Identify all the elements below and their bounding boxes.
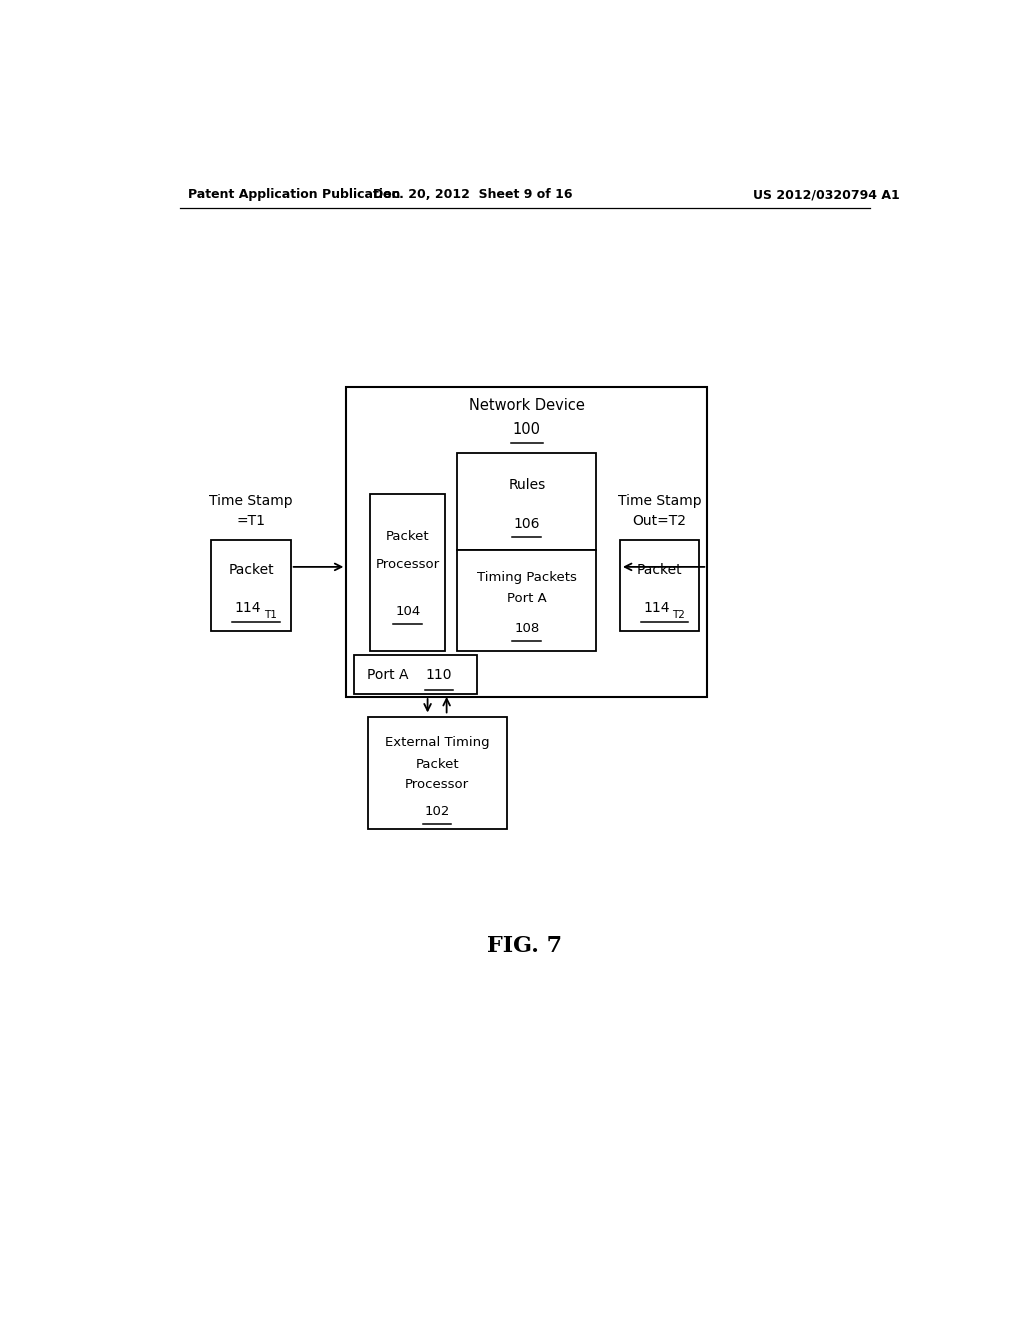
Bar [346,387,708,697]
Text: Patent Application Publication: Patent Application Publication [187,189,400,202]
Text: 102: 102 [424,805,450,818]
Text: Packet: Packet [228,562,273,577]
Text: Dec. 20, 2012  Sheet 9 of 16: Dec. 20, 2012 Sheet 9 of 16 [374,189,573,202]
Bar [211,540,291,631]
Text: FIG. 7: FIG. 7 [487,935,562,957]
Text: 108: 108 [514,623,540,635]
Text: 114: 114 [234,601,261,615]
Text: 106: 106 [513,516,540,531]
Text: Time Stamp: Time Stamp [617,494,701,508]
Bar [458,549,596,651]
Text: Packet: Packet [637,562,683,577]
Text: Network Device: Network Device [469,397,585,413]
Text: 100: 100 [513,422,541,437]
Text: US 2012/0320794 A1: US 2012/0320794 A1 [753,189,900,202]
Bar [620,540,699,631]
Text: Out=T2: Out=T2 [633,515,687,528]
Text: Processor: Processor [406,777,469,791]
Text: Time Stamp: Time Stamp [209,494,293,508]
Text: Processor: Processor [376,558,439,572]
Text: =T1: =T1 [237,515,265,528]
Text: Timing Packets: Timing Packets [477,570,577,583]
Text: Packet: Packet [386,529,429,543]
Text: Packet: Packet [416,758,459,771]
Bar [354,656,477,694]
Text: Port A: Port A [367,668,409,681]
Text: Port A: Port A [507,591,547,605]
Text: External Timing: External Timing [385,735,489,748]
Text: 104: 104 [395,606,421,619]
Bar [370,494,445,651]
Text: 114: 114 [643,601,670,615]
Text: T2: T2 [673,610,685,620]
Text: Rules: Rules [508,478,546,492]
Bar [458,453,596,549]
Text: T1: T1 [263,610,276,620]
Bar [368,718,507,829]
Text: 110: 110 [426,668,453,681]
